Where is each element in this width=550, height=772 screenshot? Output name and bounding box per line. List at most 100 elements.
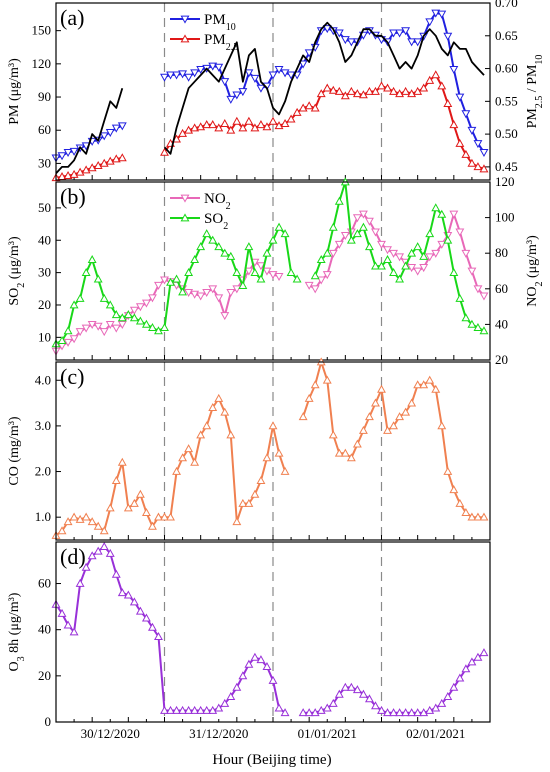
data-point bbox=[389, 267, 399, 276]
data-point bbox=[172, 466, 182, 475]
data-point bbox=[419, 83, 429, 92]
data-point bbox=[202, 229, 212, 238]
data-point bbox=[280, 466, 290, 475]
series-no2 bbox=[51, 210, 489, 356]
data-point bbox=[425, 18, 435, 27]
data-point bbox=[147, 323, 157, 332]
data-point bbox=[449, 485, 459, 494]
data-point bbox=[473, 323, 483, 332]
y2-tick-label: 80 bbox=[495, 245, 508, 260]
data-point bbox=[99, 526, 109, 535]
data-point bbox=[377, 384, 386, 393]
data-point bbox=[184, 705, 194, 714]
data-point bbox=[401, 27, 411, 36]
y-tick-label: 20 bbox=[38, 668, 51, 683]
data-point bbox=[69, 512, 79, 521]
data-point bbox=[111, 476, 121, 485]
data-point bbox=[449, 267, 459, 276]
data-point bbox=[479, 326, 489, 335]
data-point bbox=[346, 682, 356, 691]
data-point bbox=[208, 235, 218, 244]
data-point bbox=[117, 321, 127, 330]
data-point bbox=[63, 517, 73, 526]
data-point bbox=[334, 196, 344, 205]
data-point bbox=[190, 255, 200, 264]
data-point bbox=[99, 541, 109, 550]
y-tick-label: 90 bbox=[38, 89, 51, 104]
y-axis-title: CO (mg/m³) bbox=[7, 416, 22, 485]
data-point bbox=[141, 613, 151, 622]
data-point bbox=[455, 293, 465, 302]
data-point bbox=[473, 285, 483, 294]
series-pm2-5 bbox=[51, 70, 489, 182]
data-point bbox=[232, 285, 242, 294]
series-line bbox=[55, 545, 286, 714]
data-point bbox=[268, 235, 278, 244]
data-point bbox=[461, 507, 471, 516]
data-point bbox=[425, 705, 435, 714]
y-tick-label: 1.0 bbox=[35, 509, 51, 524]
data-point bbox=[190, 705, 200, 714]
y-tick-label: 150 bbox=[32, 23, 52, 38]
data-point bbox=[69, 147, 79, 156]
y2-tick-label: 60 bbox=[495, 281, 508, 296]
data-point bbox=[232, 517, 242, 526]
data-point bbox=[147, 294, 157, 303]
data-point bbox=[334, 29, 344, 38]
data-point bbox=[135, 303, 145, 312]
y-tick-label: 40 bbox=[38, 622, 51, 637]
data-point bbox=[401, 261, 411, 270]
y2-tick-label: 0.55 bbox=[495, 93, 518, 108]
data-point bbox=[413, 708, 423, 717]
data-point bbox=[220, 407, 230, 416]
data-point bbox=[364, 217, 374, 226]
data-point bbox=[413, 267, 423, 276]
data-point bbox=[292, 107, 302, 116]
data-point bbox=[117, 588, 127, 597]
data-point bbox=[214, 294, 224, 303]
panel-label: (a) bbox=[60, 5, 84, 30]
data-point bbox=[63, 338, 73, 347]
data-point bbox=[431, 384, 441, 393]
data-point bbox=[172, 71, 182, 80]
data-point bbox=[328, 430, 338, 439]
legend-label: SO2 bbox=[204, 211, 228, 232]
data-point bbox=[371, 86, 380, 95]
data-point bbox=[226, 430, 236, 439]
panel-b: 10 20 30 40 50 20 40 60 80 100 120 (b) SO2 (μg/m³) NO… bbox=[7, 174, 545, 367]
data-point bbox=[202, 421, 212, 430]
data-point bbox=[93, 274, 103, 283]
data-point bbox=[280, 69, 290, 78]
data-point bbox=[449, 682, 459, 691]
data-point bbox=[105, 503, 115, 512]
data-point bbox=[467, 657, 477, 666]
plot-frame bbox=[55, 2, 491, 181]
data-point bbox=[455, 498, 465, 507]
data-point bbox=[81, 165, 91, 174]
data-point bbox=[87, 163, 97, 172]
data-point bbox=[93, 322, 103, 331]
data-point bbox=[178, 287, 188, 296]
data-point bbox=[395, 89, 405, 98]
data-point bbox=[316, 705, 326, 714]
data-point bbox=[190, 69, 200, 78]
panel-a: 30 60 90 120 150 0.45 0.50 0.55 0.60 0.65 0.70 (a) P… bbox=[7, 0, 545, 182]
data-point bbox=[395, 274, 405, 283]
data-point bbox=[371, 398, 380, 407]
data-point bbox=[262, 453, 272, 462]
data-point bbox=[256, 84, 266, 93]
data-point bbox=[395, 708, 405, 717]
data-point bbox=[449, 65, 459, 75]
y-tick-label: 120 bbox=[32, 56, 52, 71]
data-point bbox=[310, 380, 320, 389]
data-point bbox=[437, 10, 447, 19]
data-point bbox=[208, 62, 218, 71]
data-point bbox=[220, 78, 230, 87]
plot-frame bbox=[55, 181, 491, 361]
data-point bbox=[166, 705, 175, 714]
data-point bbox=[238, 88, 248, 97]
data-point bbox=[160, 705, 169, 714]
data-point bbox=[105, 129, 115, 138]
data-point bbox=[214, 63, 224, 72]
